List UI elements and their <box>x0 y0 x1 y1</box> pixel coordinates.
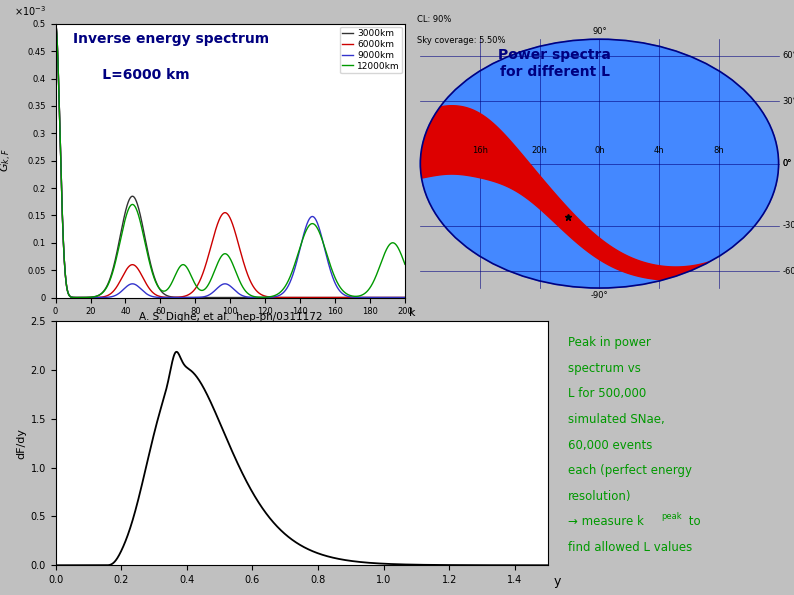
9000km <box>91 294 100 301</box>
Text: 60°: 60° <box>782 51 794 60</box>
Text: 0h: 0h <box>594 146 605 155</box>
Text: Inverse energy spectrum: Inverse energy spectrum <box>73 32 269 46</box>
Text: peak: peak <box>661 512 682 521</box>
Text: CL: 90%: CL: 90% <box>417 15 451 24</box>
9000km <box>111 292 121 299</box>
6000km <box>393 294 403 301</box>
Text: Sky coverage: 5.50%: Sky coverage: 5.50% <box>417 36 505 45</box>
6000km <box>91 294 100 301</box>
Text: 30°: 30° <box>782 97 794 106</box>
12000km <box>185 269 195 276</box>
Text: → measure k: → measure k <box>568 515 644 528</box>
Line: 9000km: 9000km <box>56 24 405 298</box>
12000km <box>356 292 365 299</box>
12000km <box>51 20 60 27</box>
Text: 8h: 8h <box>714 146 724 155</box>
12000km <box>72 294 82 301</box>
3000km <box>185 294 195 301</box>
12000km <box>91 293 100 300</box>
Text: 20h: 20h <box>532 146 548 155</box>
9000km <box>200 293 210 300</box>
Text: each (perfect energy: each (perfect energy <box>568 464 692 477</box>
X-axis label: k: k <box>409 308 415 318</box>
3000km <box>356 294 365 301</box>
Line: 12000km: 12000km <box>56 24 405 298</box>
12000km <box>111 255 121 262</box>
3000km <box>111 252 121 259</box>
Text: $\times10^{-3}$: $\times10^{-3}$ <box>13 5 46 18</box>
3000km <box>393 294 403 301</box>
6000km <box>111 284 121 291</box>
Text: L for 500,000: L for 500,000 <box>568 387 646 400</box>
9000km <box>400 294 410 301</box>
9000km <box>185 294 195 301</box>
Text: to: to <box>685 515 701 528</box>
Text: spectrum vs: spectrum vs <box>568 362 641 375</box>
Text: simulated SNae,: simulated SNae, <box>568 413 665 426</box>
6000km <box>200 265 210 272</box>
Text: Power spectra
for different L: Power spectra for different L <box>499 48 611 79</box>
Line: 3000km: 3000km <box>56 24 405 298</box>
Text: 60,000 events: 60,000 events <box>568 439 652 452</box>
Text: dF/dy: dF/dy <box>16 428 26 459</box>
3000km <box>200 294 210 301</box>
12000km <box>400 261 410 268</box>
Ellipse shape <box>420 39 779 288</box>
Text: $G_{k,F}$: $G_{k,F}$ <box>0 149 14 173</box>
Text: 0°: 0° <box>782 159 792 168</box>
9000km <box>356 294 365 301</box>
Text: -30°: -30° <box>782 221 794 230</box>
Line: 6000km: 6000km <box>56 24 405 298</box>
6000km <box>51 20 60 27</box>
9000km <box>393 294 403 301</box>
Text: -90°: -90° <box>591 291 608 300</box>
Text: find allowed L values: find allowed L values <box>568 541 692 554</box>
X-axis label: y: y <box>554 575 561 588</box>
Legend: 3000km, 6000km, 9000km, 12000km: 3000km, 6000km, 9000km, 12000km <box>340 27 403 73</box>
Text: L=6000 km: L=6000 km <box>73 68 190 82</box>
Text: 90°: 90° <box>592 27 607 36</box>
3000km <box>51 20 60 27</box>
Text: A. S. Dighe, et al.  hep-ph/0311172: A. S. Dighe, et al. hep-ph/0311172 <box>138 312 322 322</box>
Polygon shape <box>420 106 779 280</box>
12000km <box>200 286 210 293</box>
12000km <box>393 245 403 252</box>
3000km <box>400 294 410 301</box>
6000km <box>356 294 365 301</box>
Text: 0°: 0° <box>782 159 792 168</box>
6000km <box>400 294 410 301</box>
Text: Peak in power: Peak in power <box>568 336 650 349</box>
3000km <box>91 293 100 300</box>
Text: resolution): resolution) <box>568 490 631 503</box>
6000km <box>185 290 195 298</box>
Text: -60°: -60° <box>782 267 794 276</box>
Text: 4h: 4h <box>654 146 665 155</box>
9000km <box>51 20 60 27</box>
Text: 16h: 16h <box>472 146 488 155</box>
